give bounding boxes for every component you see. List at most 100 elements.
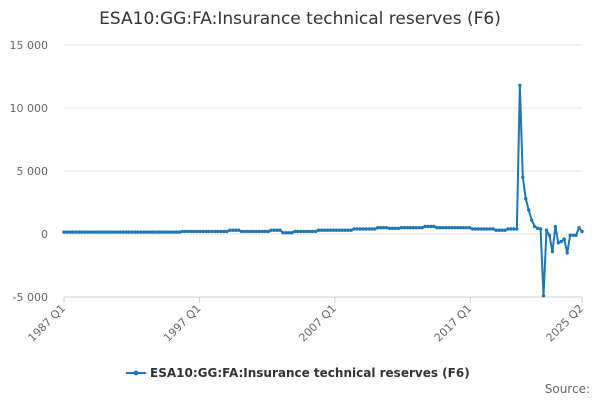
data-point — [168, 230, 173, 234]
data-point — [473, 227, 478, 231]
data-point — [553, 224, 558, 229]
data-point — [352, 227, 356, 231]
data-point — [535, 226, 540, 231]
x-axis-ticks: 1987 Q1 1997 Q1 2007 Q1 2017 Q1 2025 Q2 — [26, 297, 587, 345]
data-point — [91, 230, 96, 234]
data-point — [497, 228, 501, 232]
data-point — [379, 226, 383, 230]
data-point — [512, 227, 516, 231]
data-point — [325, 228, 330, 232]
y-tick-label: 0 — [41, 228, 48, 241]
data-point — [251, 229, 256, 234]
data-point — [402, 226, 407, 230]
data-point — [213, 229, 217, 234]
data-point — [411, 226, 415, 230]
data-point — [565, 251, 569, 255]
data-point — [88, 230, 93, 234]
data-point — [269, 228, 273, 232]
data-point — [399, 226, 404, 230]
data-point — [201, 229, 205, 234]
data-point — [139, 230, 143, 234]
y-tick-label: 15 000 — [10, 39, 49, 52]
data-point — [476, 227, 481, 231]
data-point — [346, 228, 350, 232]
data-point — [438, 226, 442, 230]
data-point — [236, 228, 241, 232]
data-point — [299, 229, 303, 234]
data-point — [408, 226, 413, 230]
data-point — [518, 83, 522, 88]
data-point — [313, 229, 318, 234]
data-point — [228, 228, 232, 232]
x-tick-label: 1997 Q1 — [161, 302, 204, 345]
x-tick-label: 2025 Q2 — [544, 302, 587, 345]
data-point — [461, 226, 466, 230]
data-point — [485, 227, 489, 231]
data-point — [281, 231, 285, 235]
data-point — [577, 226, 581, 230]
data-point — [340, 228, 344, 232]
data-point — [414, 226, 418, 230]
legend[interactable]: ESA10:GG:FA:Insurance technical reserves… — [126, 366, 470, 380]
data-point — [562, 237, 566, 241]
data-point — [257, 229, 262, 234]
data-point — [180, 229, 185, 234]
data-point — [293, 229, 297, 234]
data-point — [305, 229, 309, 234]
legend-label: ESA10:GG:FA:Insurance technical reserves… — [150, 366, 470, 380]
data-point — [254, 229, 259, 234]
data-point — [83, 230, 87, 234]
data-point — [124, 230, 128, 234]
data-point — [444, 226, 448, 230]
data-point — [136, 230, 140, 234]
data-point — [278, 228, 282, 232]
data-point — [441, 226, 445, 230]
data-point — [355, 227, 359, 231]
data-point — [162, 230, 167, 234]
data-point — [316, 228, 321, 232]
data-point — [322, 228, 327, 232]
data-point — [506, 227, 510, 231]
data-point — [367, 227, 371, 231]
x-tick-label: 2007 Q1 — [296, 302, 339, 345]
data-point — [349, 228, 353, 232]
data-point — [142, 230, 146, 234]
data-point — [154, 230, 158, 234]
data-point — [77, 230, 81, 234]
data-point — [97, 230, 102, 234]
data-point — [538, 227, 543, 231]
data-point — [527, 208, 531, 212]
data-point — [287, 231, 291, 235]
data-point — [479, 227, 484, 231]
data-point — [343, 228, 347, 232]
data-point — [165, 230, 170, 234]
data-point — [127, 230, 131, 234]
data-point — [488, 227, 492, 231]
data-point — [574, 233, 578, 237]
data-point — [71, 230, 75, 234]
y-tick-label: -5 000 — [13, 291, 48, 304]
data-point — [245, 229, 250, 234]
data-point — [233, 228, 238, 232]
data-point — [183, 229, 188, 234]
data-point — [390, 226, 395, 231]
data-point — [364, 227, 368, 231]
data-point — [186, 229, 191, 234]
data-point — [68, 230, 72, 234]
data-point — [464, 226, 469, 230]
data-point — [376, 226, 380, 230]
data-point — [541, 294, 546, 298]
data-point — [393, 226, 398, 231]
y-axis-ticks: 15 000 10 000 5 000 0 -5 000 — [10, 39, 49, 304]
data-point — [118, 230, 122, 234]
data-point — [450, 226, 454, 230]
data-point — [65, 230, 69, 234]
data-point — [263, 229, 267, 234]
data-point — [373, 227, 377, 231]
data-point — [547, 233, 552, 237]
data-point — [423, 224, 427, 229]
data-point — [532, 224, 537, 229]
data-point — [210, 229, 214, 234]
data-point — [503, 228, 507, 232]
